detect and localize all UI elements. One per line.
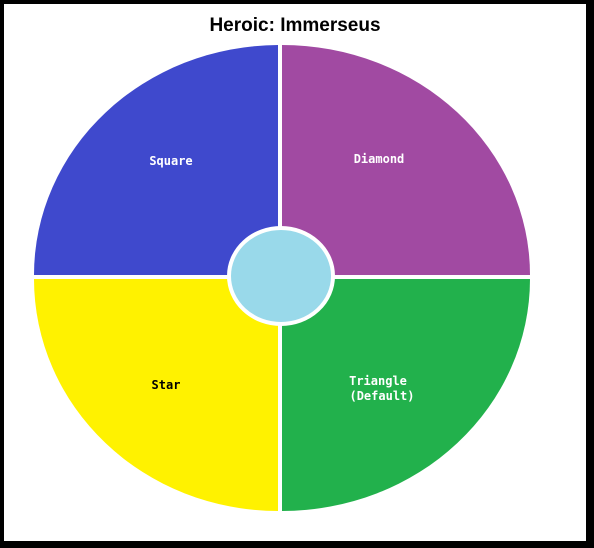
positions-wheel: Square Diamond Star Triangle (Default): [34, 45, 530, 511]
diamond-quadrant: [282, 45, 530, 275]
diagram-title: Heroic: Immerseus: [209, 15, 381, 36]
diamond-label: Diamond: [354, 152, 405, 166]
diagram-frame: Heroic: Immerseus Square Diamond Star Tr…: [4, 4, 586, 541]
triangle-default-label: (Default): [349, 389, 414, 403]
triangle-quadrant: [282, 279, 530, 511]
center-circle: [227, 226, 335, 326]
triangle-label: Triangle: [349, 374, 407, 388]
star-label: Star: [152, 378, 181, 392]
star-quadrant: [34, 279, 278, 511]
square-label: Square: [149, 154, 192, 168]
square-quadrant: [34, 45, 278, 275]
